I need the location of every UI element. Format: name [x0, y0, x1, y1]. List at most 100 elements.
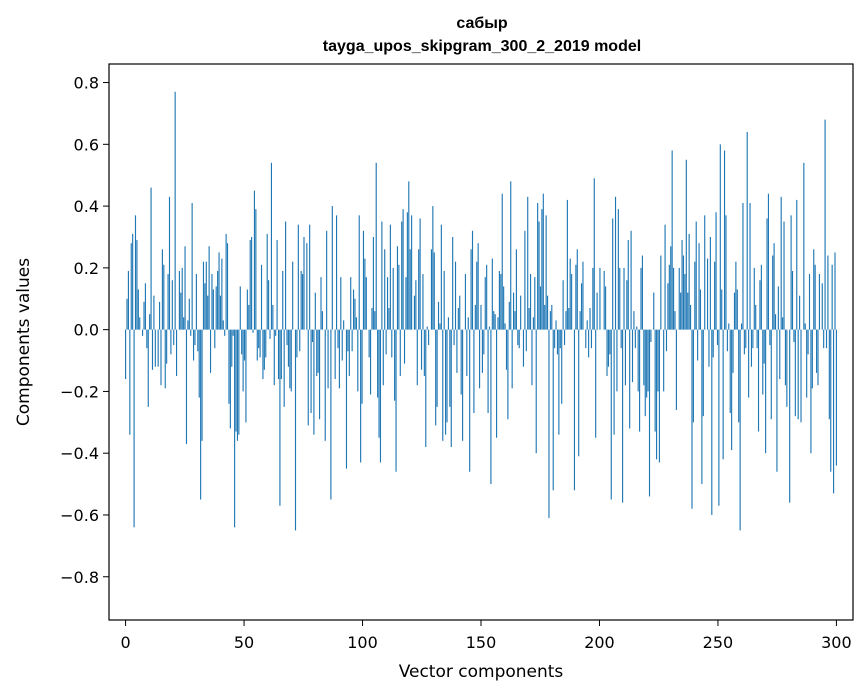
bar-69 — [222, 320, 224, 330]
bar-485 — [811, 329, 813, 389]
bar-101 — [268, 280, 270, 330]
bar-301 — [551, 304, 553, 330]
bar-242 — [467, 317, 469, 330]
bar-465 — [783, 221, 785, 330]
y-tick-label: −0.6 — [60, 506, 99, 525]
bar-59 — [208, 246, 210, 330]
bar-125 — [302, 274, 304, 330]
bar-403 — [695, 221, 697, 330]
bar-209 — [420, 329, 423, 370]
bar-30 — [167, 274, 169, 330]
bar-34 — [173, 329, 175, 346]
bar-165 — [358, 215, 360, 330]
bar-115 — [287, 329, 289, 367]
bar-163 — [355, 317, 357, 330]
bar-411 — [706, 258, 709, 330]
bar-181 — [381, 221, 383, 330]
bar-441 — [749, 203, 751, 330]
bar-418 — [716, 329, 719, 346]
bar-87 — [248, 304, 250, 330]
bar-50 — [195, 274, 197, 330]
bar-338 — [603, 270, 605, 330]
bar-330 — [592, 267, 594, 330]
bar-79 — [236, 329, 239, 441]
bar-290 — [535, 329, 537, 454]
bar-39 — [180, 292, 182, 330]
bar-1 — [126, 298, 128, 330]
bar-23 — [157, 329, 159, 367]
bar-233 — [454, 261, 457, 330]
bar-314 — [569, 258, 571, 330]
bar-457 — [772, 255, 774, 330]
bar-438 — [745, 329, 747, 349]
bar-486 — [813, 249, 815, 330]
bars — [125, 91, 837, 531]
bar-17 — [149, 314, 151, 330]
chart-title: сабыр — [456, 15, 508, 32]
bar-310 — [563, 329, 566, 346]
bar-224 — [442, 329, 444, 441]
bar-109 — [279, 329, 281, 506]
bar-292 — [538, 221, 540, 330]
bar-450 — [762, 329, 764, 395]
bar-189 — [392, 267, 394, 330]
bar-154 — [343, 320, 345, 330]
bar-46 — [190, 329, 192, 336]
y-tick-label: 0.2 — [74, 259, 99, 278]
bar-160 — [351, 329, 353, 352]
bar-95 — [259, 329, 261, 358]
bar-270 — [507, 329, 509, 420]
bar-141 — [324, 329, 326, 441]
bar-211 — [423, 329, 425, 376]
y-tick-label: 0.0 — [74, 321, 99, 340]
bar-447 — [757, 329, 760, 432]
bar-496 — [827, 255, 829, 330]
bar-361 — [636, 326, 638, 330]
bar-197 — [403, 329, 406, 364]
bar-325 — [585, 329, 587, 349]
bar-322 — [580, 283, 583, 330]
x-tick-label: 100 — [347, 633, 378, 652]
bar-153 — [341, 329, 343, 361]
bar-92 — [255, 209, 257, 330]
bar-501 — [834, 252, 836, 330]
bar-206 — [416, 329, 418, 386]
bar-24 — [159, 301, 161, 330]
bar-307 — [559, 329, 561, 349]
bar-402 — [694, 261, 696, 330]
x-tick-label: 200 — [584, 633, 615, 652]
bar-471 — [791, 270, 794, 330]
bar-490 — [818, 274, 820, 330]
bar-182 — [382, 329, 384, 386]
bar-296 — [544, 304, 546, 330]
bar-434 — [739, 329, 741, 531]
bar-61 — [211, 274, 213, 330]
bar-451 — [763, 329, 765, 364]
bar-473 — [794, 329, 796, 417]
bar-169 — [364, 258, 366, 330]
bar-51 — [197, 329, 199, 352]
bar-291 — [537, 203, 539, 330]
bar-258 — [490, 329, 492, 485]
bar-349 — [619, 267, 621, 330]
bar-5 — [132, 233, 134, 330]
bar-351 — [622, 329, 624, 503]
bar-376 — [657, 329, 659, 392]
y-tick-label: 0.8 — [74, 74, 99, 93]
bar-231 — [452, 236, 454, 330]
bar-305 — [556, 329, 559, 355]
bar-354 — [626, 280, 628, 330]
bar-161 — [352, 289, 355, 330]
bar-117 — [290, 329, 292, 392]
bar-28 — [164, 329, 166, 389]
x-axis: 0 50 100 150 200 250 300 — [120, 620, 852, 652]
bar-70 — [224, 329, 226, 336]
bar-432 — [736, 289, 738, 330]
bar-404 — [697, 329, 699, 361]
bar-248 — [476, 261, 478, 330]
bar-321 — [579, 311, 581, 330]
bar-489 — [817, 329, 819, 386]
bar-383 — [667, 283, 669, 330]
bar-98 — [263, 329, 265, 370]
bar-36 — [176, 329, 178, 376]
